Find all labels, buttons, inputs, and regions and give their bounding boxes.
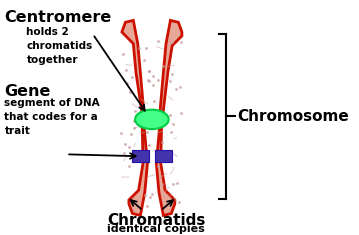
Text: segment of DNA
that codes for a
trait: segment of DNA that codes for a trait xyxy=(4,98,100,136)
Text: Gene: Gene xyxy=(4,84,51,99)
Polygon shape xyxy=(122,20,182,215)
Text: Chromatids: Chromatids xyxy=(107,212,205,227)
Ellipse shape xyxy=(135,110,169,129)
Text: identical copies: identical copies xyxy=(107,224,205,234)
Text: Centromere: Centromere xyxy=(4,10,112,25)
Text: Chromosome: Chromosome xyxy=(238,109,349,124)
Text: holds 2
chromatids
together: holds 2 chromatids together xyxy=(27,27,93,65)
Bar xyxy=(154,150,172,162)
Bar xyxy=(131,150,149,162)
